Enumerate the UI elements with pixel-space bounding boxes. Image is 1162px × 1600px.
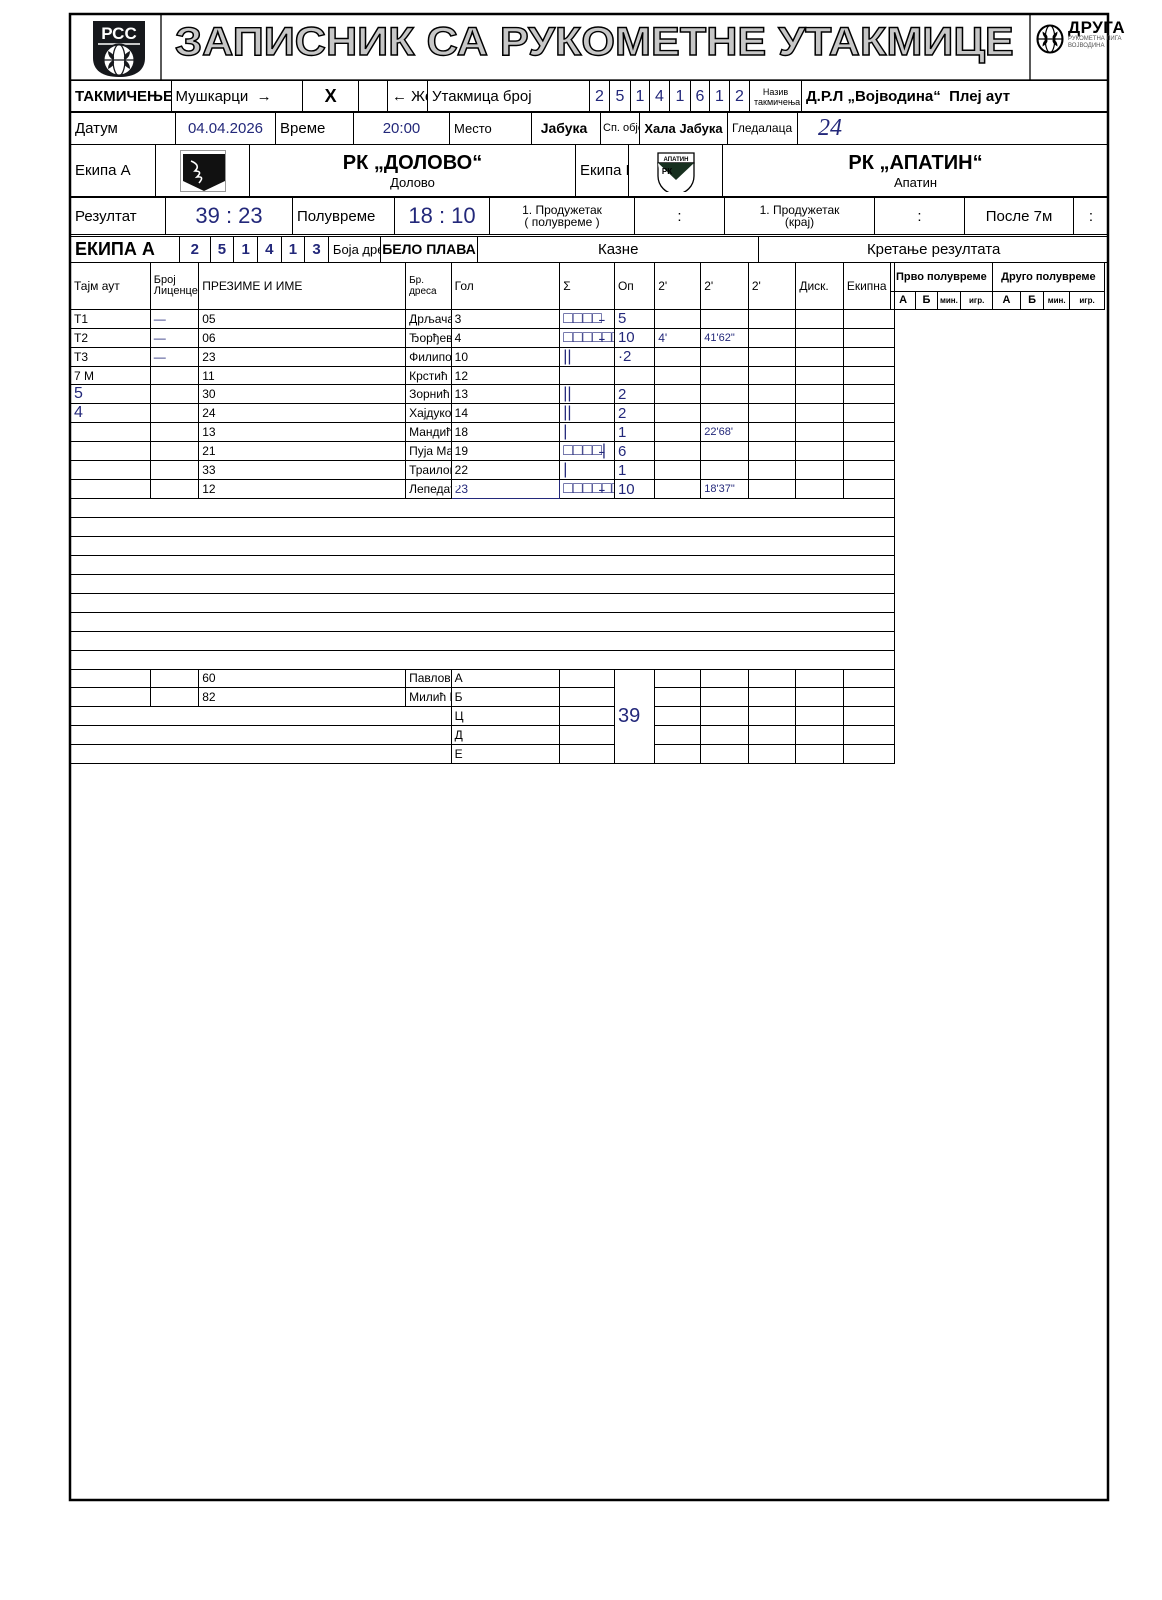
svg-text:РК: РК <box>661 167 671 176</box>
svg-text:АПАТИН: АПАТИН <box>663 157 688 163</box>
svg-text:РСС: РСС <box>101 24 136 43</box>
